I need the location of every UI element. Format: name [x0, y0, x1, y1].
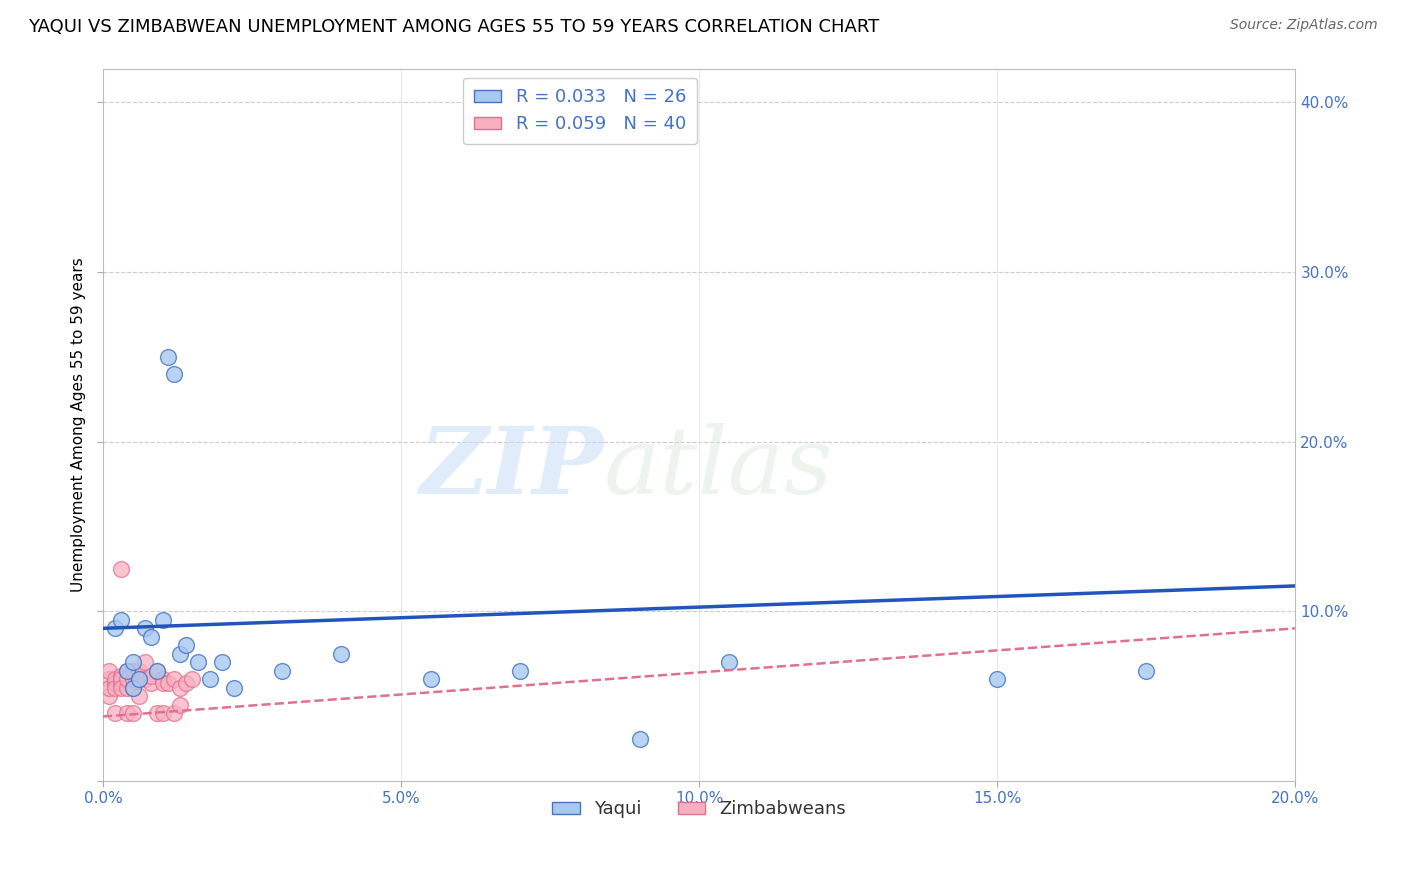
Point	[222, 681, 245, 695]
Point	[1135, 664, 1157, 678]
Point	[134, 672, 156, 686]
Point	[128, 664, 150, 678]
Point	[330, 647, 353, 661]
Point	[176, 675, 198, 690]
Point	[97, 681, 120, 695]
Point	[169, 647, 191, 661]
Point	[152, 672, 174, 686]
Point	[110, 675, 132, 690]
Point	[169, 698, 191, 712]
Point	[121, 655, 143, 669]
Point	[97, 689, 120, 703]
Point	[152, 613, 174, 627]
Point	[509, 664, 531, 678]
Legend: Yaqui, Zimbabweans: Yaqui, Zimbabweans	[546, 793, 853, 825]
Point	[104, 681, 127, 695]
Point	[139, 675, 162, 690]
Point	[181, 672, 204, 686]
Point	[139, 669, 162, 683]
Point	[121, 672, 143, 686]
Point	[97, 664, 120, 678]
Point	[717, 655, 740, 669]
Point	[200, 672, 222, 686]
Point	[104, 675, 127, 690]
Point	[145, 664, 167, 678]
Point	[152, 675, 174, 690]
Point	[169, 681, 191, 695]
Point	[134, 621, 156, 635]
Point	[110, 681, 132, 695]
Point	[104, 672, 127, 686]
Point	[128, 672, 150, 686]
Point	[115, 672, 138, 686]
Point	[157, 675, 180, 690]
Point	[115, 664, 138, 678]
Point	[145, 664, 167, 678]
Point	[134, 655, 156, 669]
Point	[110, 613, 132, 627]
Point	[157, 350, 180, 364]
Point	[97, 672, 120, 686]
Point	[986, 672, 1008, 686]
Point	[187, 655, 209, 669]
Point	[121, 681, 143, 695]
Point	[121, 681, 143, 695]
Point	[128, 672, 150, 686]
Point	[110, 669, 132, 683]
Point	[163, 367, 186, 381]
Point	[270, 664, 292, 678]
Point	[211, 655, 233, 669]
Point	[152, 706, 174, 720]
Point	[115, 664, 138, 678]
Point	[419, 672, 441, 686]
Point	[128, 689, 150, 703]
Point	[176, 638, 198, 652]
Point	[110, 672, 132, 686]
Point	[121, 706, 143, 720]
Point	[139, 630, 162, 644]
Point	[145, 706, 167, 720]
Point	[163, 706, 186, 720]
Point	[104, 706, 127, 720]
Point	[163, 672, 186, 686]
Point	[115, 681, 138, 695]
Text: atlas: atlas	[603, 423, 834, 513]
Point	[115, 706, 138, 720]
Text: ZIP: ZIP	[419, 423, 603, 513]
Point	[104, 621, 127, 635]
Point	[628, 731, 651, 746]
Text: YAQUI VS ZIMBABWEAN UNEMPLOYMENT AMONG AGES 55 TO 59 YEARS CORRELATION CHART: YAQUI VS ZIMBABWEAN UNEMPLOYMENT AMONG A…	[28, 18, 879, 36]
Y-axis label: Unemployment Among Ages 55 to 59 years: Unemployment Among Ages 55 to 59 years	[72, 258, 86, 592]
Text: Source: ZipAtlas.com: Source: ZipAtlas.com	[1230, 18, 1378, 32]
Point	[110, 562, 132, 576]
Point	[121, 664, 143, 678]
